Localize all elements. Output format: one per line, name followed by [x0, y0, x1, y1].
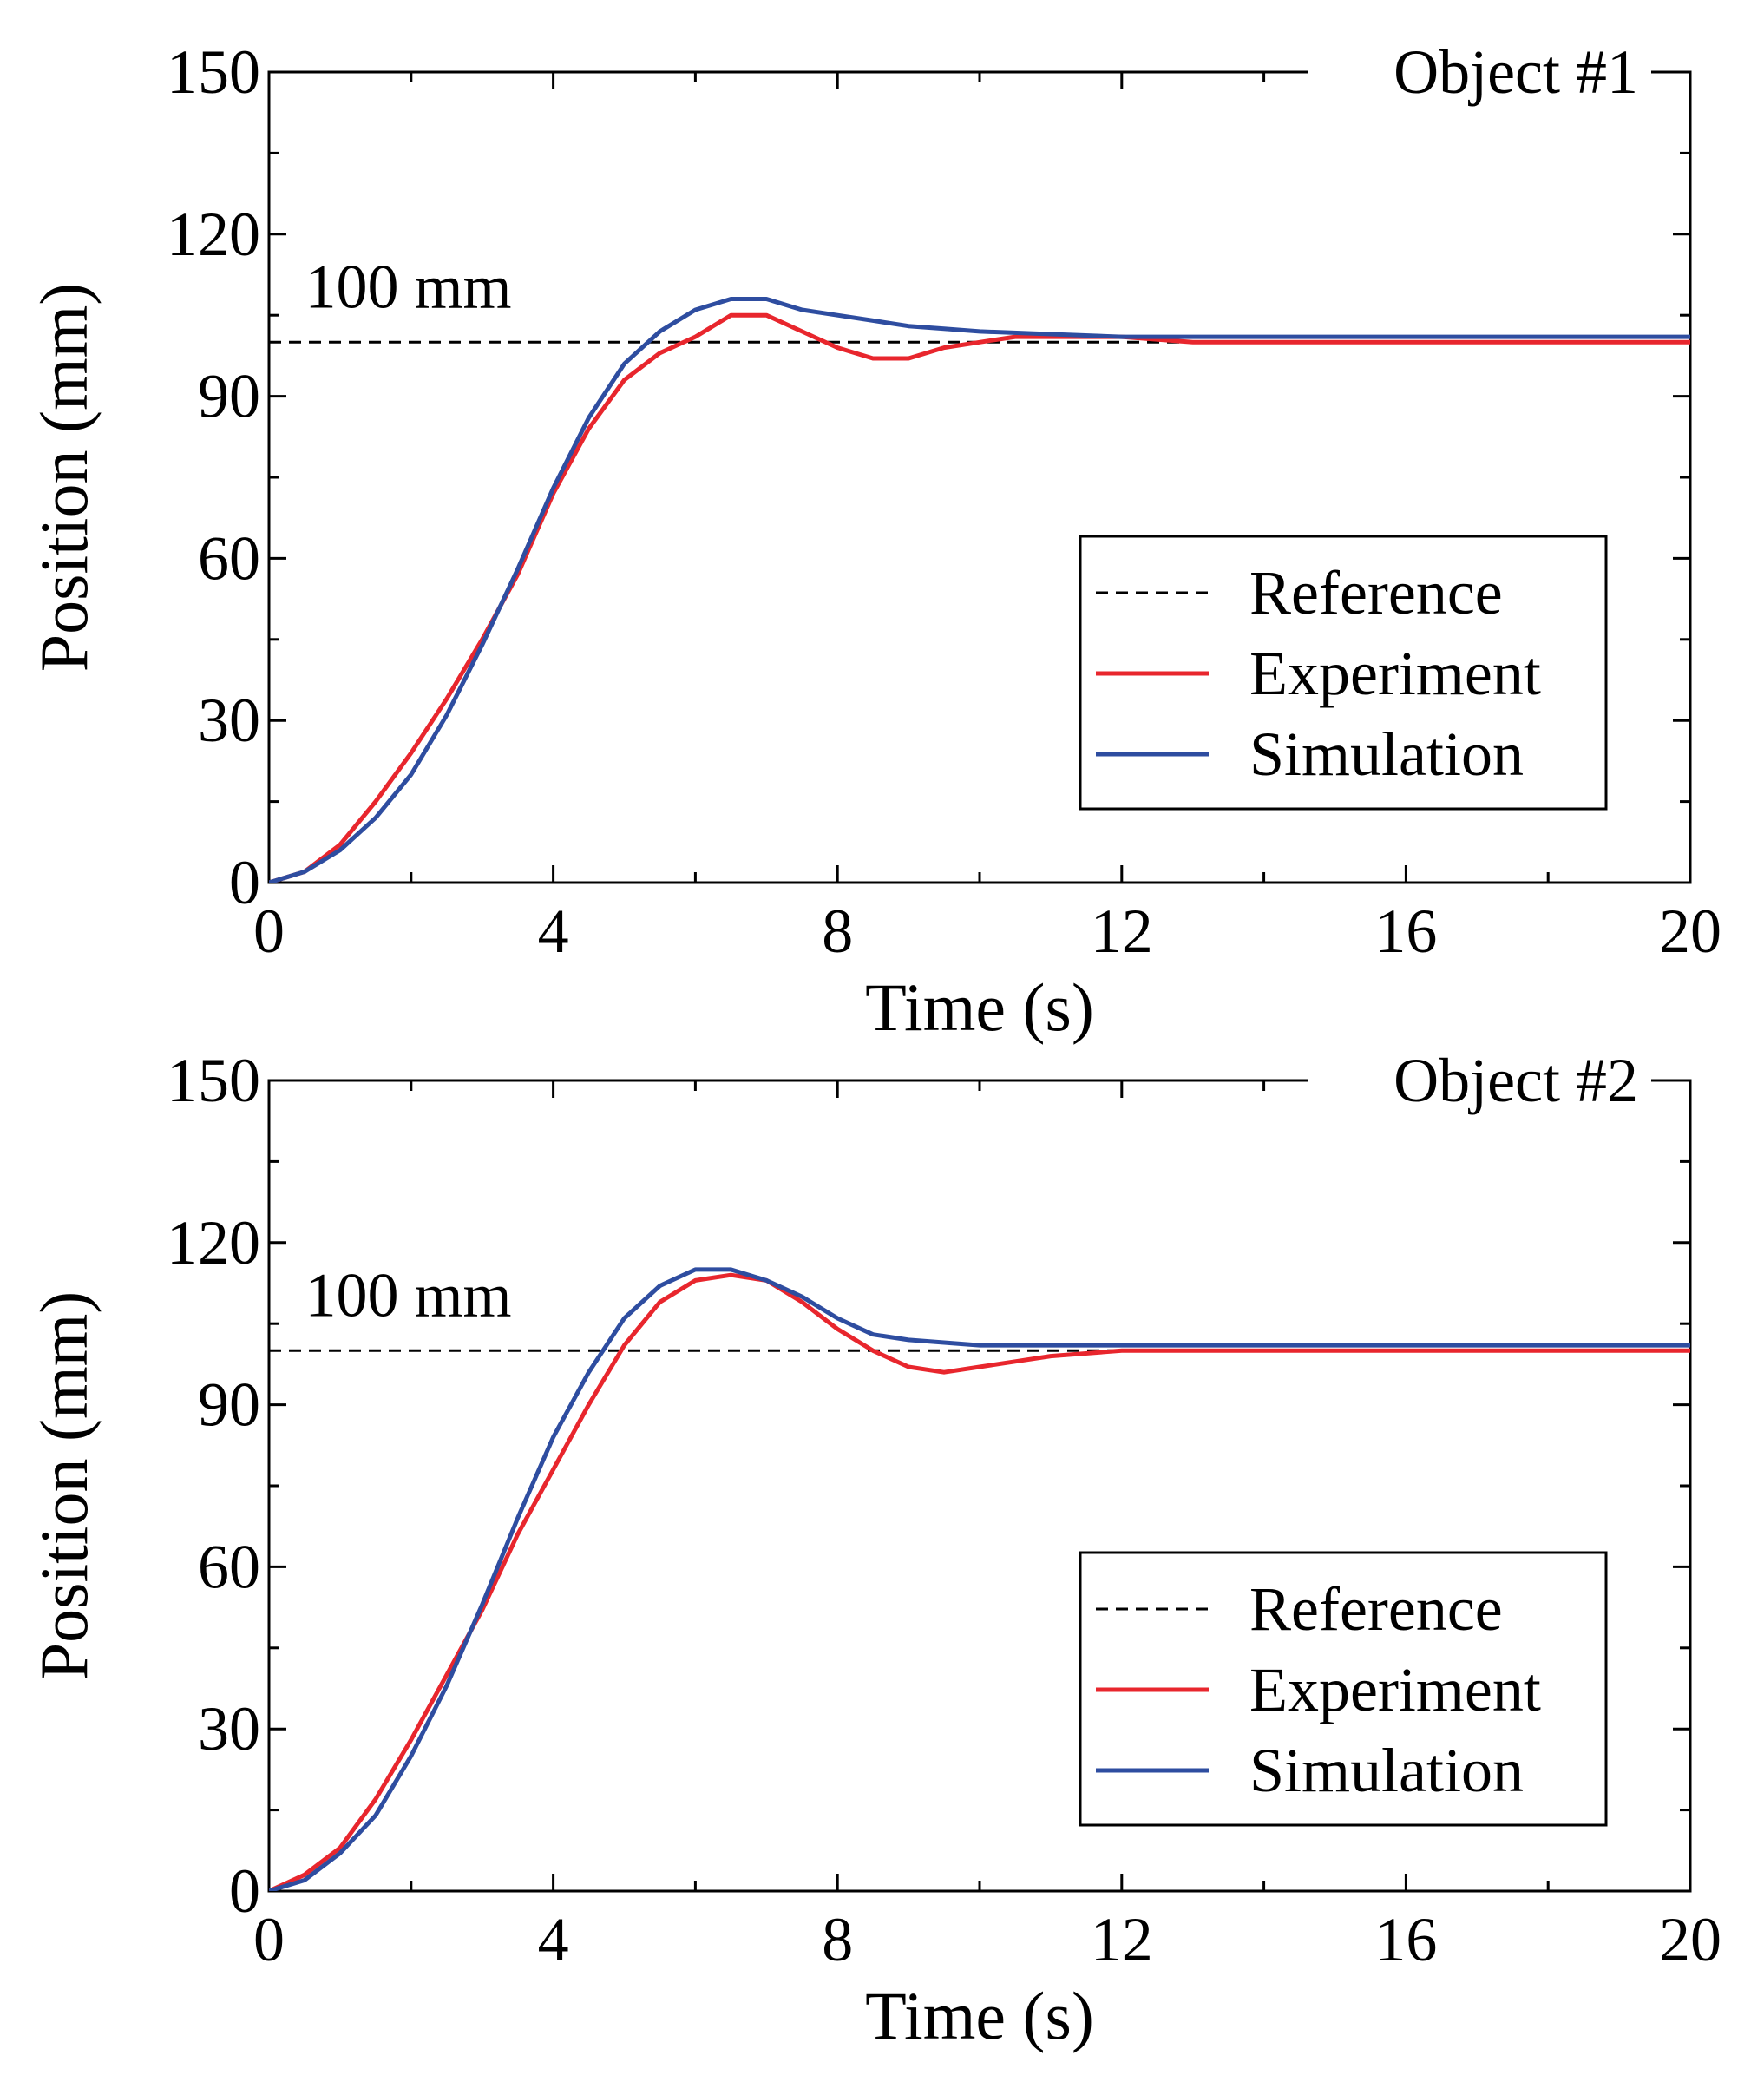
y-tick-label: 60 [198, 1532, 260, 1601]
panel-title: Object #1 [1393, 37, 1638, 107]
y-tick-label: 150 [167, 1046, 260, 1115]
legend-label-simulation: Simulation [1249, 1736, 1524, 1805]
x-tick-label: 12 [1091, 896, 1153, 966]
x-tick-label: 20 [1659, 896, 1721, 966]
series-group [269, 297, 1690, 883]
series-line-simulation [269, 1267, 1690, 1891]
chart-object-2: 0 4 8 12 16 20 0 30 60 90 120 150 Time (s) Position (… [26, 1037, 1721, 2053]
title-mask [1308, 1037, 1651, 1107]
y-axis-title: Position (mm) [26, 1291, 102, 1681]
x-axis-title: Time (s) [865, 1978, 1094, 2053]
y-tick-label: 120 [167, 200, 260, 269]
x-tick-label: 4 [538, 1905, 569, 1974]
title-mask [1308, 29, 1651, 98]
series-group [269, 1267, 1690, 1891]
y-tick-label: 90 [198, 1370, 260, 1440]
panel-title: Object #2 [1393, 1046, 1638, 1115]
series-line-experiment [269, 1272, 1690, 1891]
y-tick-label: 90 [198, 362, 260, 431]
y-axis-title: Position (mm) [26, 283, 102, 673]
x-tick-label: 8 [822, 1905, 853, 1974]
legend-label-experiment: Experiment [1249, 1655, 1541, 1724]
x-tick-label: 20 [1659, 1905, 1721, 1974]
legend-label-experiment: Experiment [1249, 639, 1541, 708]
legend-label-simulation: Simulation [1249, 719, 1524, 789]
x-tick-label: 16 [1374, 1905, 1437, 1974]
legend: Reference Experiment Simulation [1079, 1551, 1608, 1827]
series-line-simulation [269, 297, 1690, 883]
y-tick-label: 120 [167, 1208, 260, 1277]
y-tick-label: 60 [198, 523, 260, 593]
x-axis-title: Time (s) [865, 969, 1094, 1045]
reference-annotation: 100 mm [305, 1261, 512, 1330]
axis-ticks [267, 70, 1692, 884]
y-tick-label: 30 [198, 686, 260, 755]
x-tick-label: 4 [538, 896, 569, 966]
axis-ticks [267, 1079, 1692, 1893]
legend-label-reference: Reference [1249, 1574, 1503, 1644]
x-tick-label: 0 [253, 896, 285, 966]
chart-object-1: 0 4 8 12 16 20 0 30 60 90 120 150 Time (s) Position (… [26, 29, 1721, 1045]
y-tick-label: 0 [229, 1856, 260, 1926]
reference-annotation: 100 mm [305, 253, 512, 322]
x-tick-label: 8 [822, 896, 853, 966]
legend-label-reference: Reference [1249, 558, 1503, 627]
y-tick-label: 150 [167, 37, 260, 107]
y-tick-label: 30 [198, 1694, 260, 1763]
series-line-experiment [269, 312, 1690, 883]
x-tick-label: 12 [1091, 1905, 1153, 1974]
x-tick-label: 0 [253, 1905, 285, 1974]
y-tick-label: 0 [229, 848, 260, 917]
x-tick-label: 16 [1374, 896, 1437, 966]
legend: Reference Experiment Simulation [1079, 535, 1608, 811]
